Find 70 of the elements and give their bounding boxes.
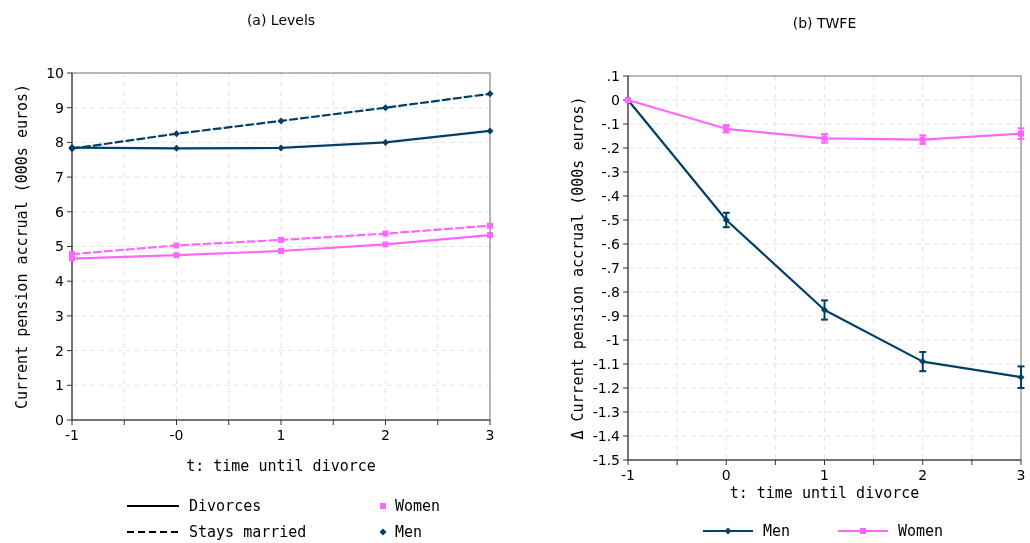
y-tick-label: 3 [55,307,64,324]
y-tick-label: 2 [55,342,64,359]
x-tick-label: 0 [721,467,731,483]
point [486,90,494,98]
text: Men [395,523,423,542]
point [278,236,284,243]
point [277,117,285,125]
point [382,241,389,248]
y-tick-label: -.1 [601,115,620,132]
text: Stays married [189,523,307,542]
point [487,222,493,229]
y-tick-label: 9 [55,99,64,116]
y-tick-label: 0 [55,411,64,428]
y-tick-label: -.3 [601,163,620,180]
point [382,104,389,112]
x-tick-label: 3 [1016,467,1026,483]
point [278,248,284,255]
point [173,242,180,249]
x-axis-title: t: time until divorce [186,457,376,475]
point [173,130,180,138]
y-tick-label: -1.1 [592,355,620,372]
y-tick-label: 4 [55,273,65,290]
x-axis-title: t: time until divorce [729,484,920,502]
y-tick-label: 10 [46,64,64,81]
point [487,232,493,239]
x-tick-label: 1 [820,467,829,483]
x-tick-label: 2 [918,467,928,483]
y-axis-title: Δ Current pension accrual (000s euros) [569,96,587,440]
point [1017,373,1025,381]
y-tick-label: -.8 [601,283,620,300]
x-tick-label: 3 [485,427,495,443]
point [382,138,389,146]
y-tick-label: 7 [55,169,64,185]
point [173,252,180,259]
legend-label: Women [898,522,944,541]
text: Women [395,497,441,516]
x-tick-label: -1 [65,427,79,443]
y-tick-label: 0 [611,91,620,108]
y-tick-label: -.9 [601,307,620,324]
y-tick-label: 8 [55,134,64,151]
y-tick-label: -1 [606,331,620,348]
y-axis-title: Current pension accrual (000s euros) [13,83,31,410]
y-tick-label: -.4 [601,187,621,204]
x-tick-label: 2 [381,427,390,443]
y-tick-label: 1 [55,377,64,394]
y-tick-label: -.5 [601,211,620,228]
point [486,127,494,135]
x-tick-label: 1 [276,427,286,443]
x-tick-label: -0 [169,427,184,443]
point [382,230,389,237]
y-tick-label: -1.5 [592,451,620,468]
y-tick-label: 6 [55,203,65,220]
x-tick-label: -1 [621,467,635,483]
point [821,306,828,314]
text: Divorces [189,497,262,516]
y-tick-label: -.2 [601,139,620,156]
point [722,216,730,224]
y-tick-label: -1.3 [592,403,620,420]
y-tick-label: -.6 [601,235,621,252]
point [919,358,927,366]
legend-label: Men [763,522,791,541]
chart-title: (b) TWFE [792,15,857,31]
y-tick-label: -1.4 [592,427,621,444]
chart-title: (a) Levels [246,12,316,28]
y-tick-label: -1.2 [592,379,620,396]
point [173,144,180,152]
y-tick-label: 5 [55,238,64,255]
y-tick-label: -.7 [601,259,620,276]
y-tick-label: .1 [606,67,620,84]
point [277,144,285,152]
